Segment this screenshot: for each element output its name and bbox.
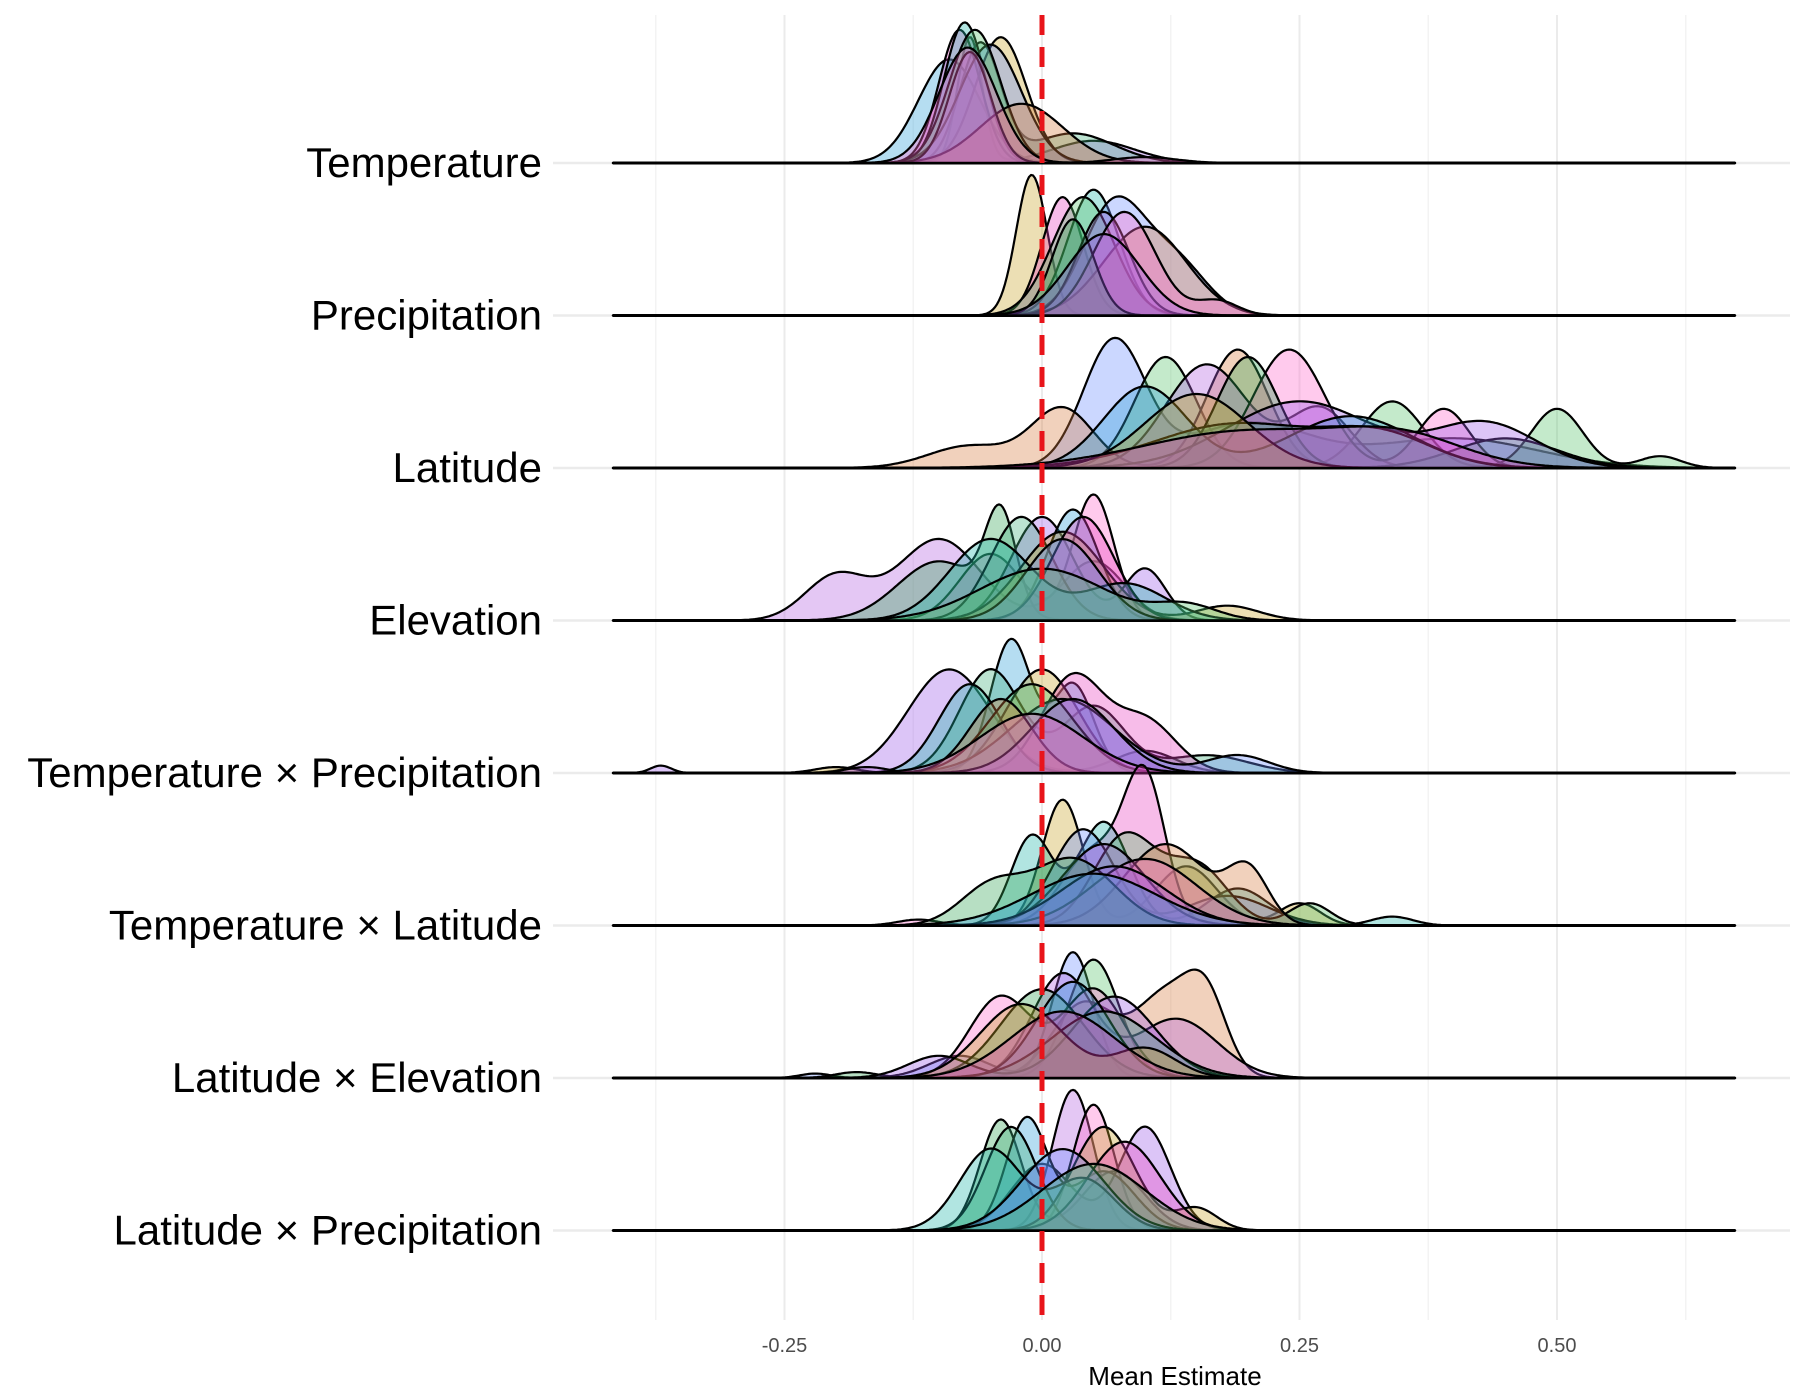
row-label: Latitude × Elevation <box>172 1054 542 1101</box>
row-label: Precipitation <box>311 292 542 339</box>
x-tick-label: 0.00 <box>1023 1335 1062 1357</box>
density-curve <box>611 28 1737 165</box>
density-curve <box>611 51 1737 165</box>
x-axis-title: Mean Estimate <box>1088 1361 1261 1391</box>
density-curve <box>611 46 1737 165</box>
density-curve <box>611 36 1737 165</box>
row-label: Temperature <box>306 139 542 186</box>
density-curve <box>611 58 1737 165</box>
ridge-row <box>611 336 1737 470</box>
density-curve <box>611 425 1737 470</box>
ridge-row <box>611 951 1737 1080</box>
ridge-row <box>611 493 1737 622</box>
density-curve <box>611 567 1737 622</box>
ridge-row <box>611 21 1737 165</box>
x-axis-ticks: -0.25 0.00 0.25 0.50 <box>762 1335 1577 1357</box>
ridge-row <box>611 637 1737 775</box>
x-tick-label: -0.25 <box>762 1335 808 1357</box>
row-label: Temperature × Precipitation <box>27 749 542 796</box>
density-curve <box>611 102 1737 165</box>
ridge-row <box>611 1088 1737 1232</box>
density-curve <box>611 43 1737 165</box>
ridge-row <box>611 173 1737 317</box>
row-label: Latitude <box>393 444 542 491</box>
row-labels: Temperature Precipitation Latitude Elevatio… <box>27 139 542 1254</box>
row-label: Latitude × Precipitation <box>114 1207 542 1254</box>
row-label: Temperature × Latitude <box>109 902 542 949</box>
density-curve <box>611 1162 1737 1232</box>
density-curve <box>611 41 1737 165</box>
density-curve <box>611 233 1737 317</box>
density-curve <box>611 712 1737 775</box>
density-curve <box>611 671 1737 775</box>
density-curve <box>611 1010 1737 1080</box>
x-tick-label: 0.50 <box>1538 1335 1577 1357</box>
row-label: Elevation <box>369 597 542 644</box>
density-curve <box>611 872 1737 927</box>
ridge-row <box>611 763 1737 927</box>
x-tick-label: 0.25 <box>1280 1335 1319 1357</box>
grid <box>553 15 1790 1320</box>
density-curve <box>611 21 1737 165</box>
density-curve <box>611 36 1737 165</box>
density-ridges <box>611 21 1737 1232</box>
density-curve <box>611 28 1737 165</box>
